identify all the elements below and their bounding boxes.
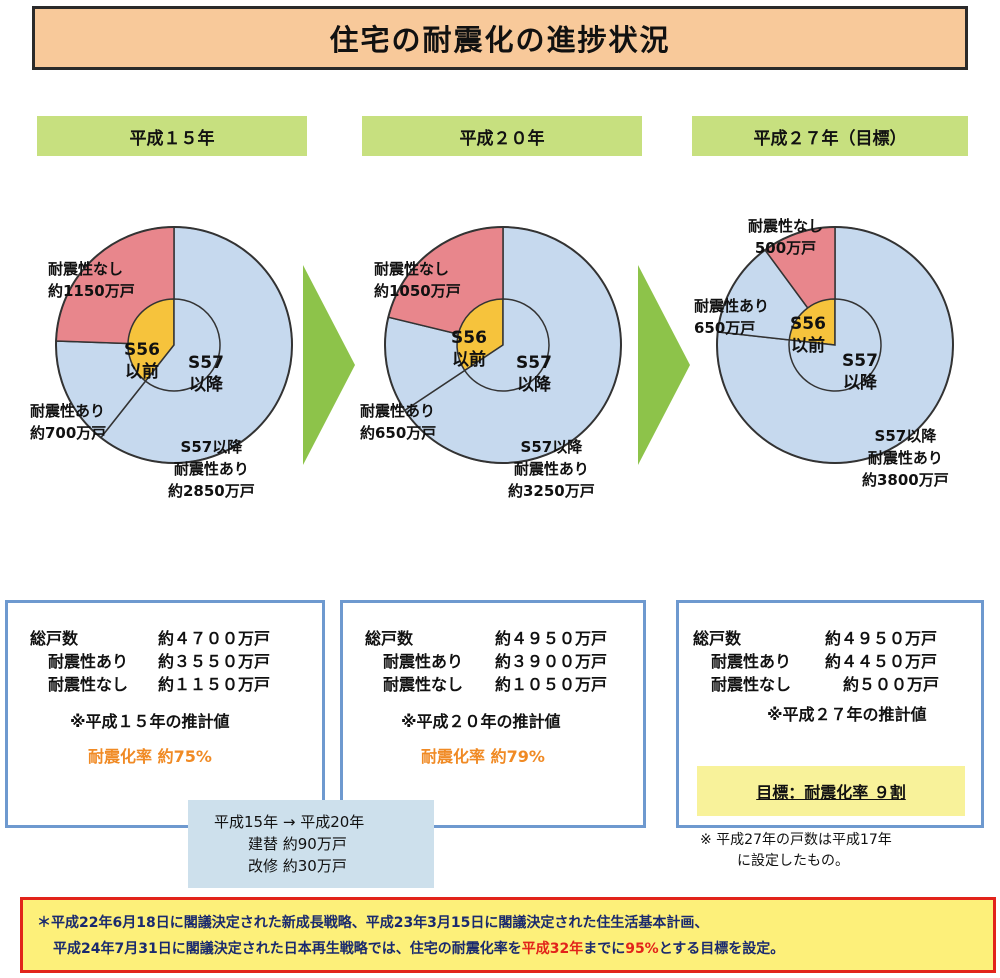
pie-inner-old-segment bbox=[127, 298, 175, 383]
summary-value: 約４７００万戸 bbox=[158, 629, 271, 648]
summary-label: 耐震性あり bbox=[48, 652, 129, 671]
pie-label-yes-old-h27: 耐震性あり 650万戸 bbox=[694, 297, 770, 337]
change-repair: 改修 約30万戸 bbox=[248, 857, 347, 875]
pie-inner-new-h15: S57 以降 bbox=[188, 353, 224, 395]
pie-inner-old-h20: S56 以前 bbox=[451, 328, 487, 370]
goal-badge: 目標：耐震化率 ９割 bbox=[697, 766, 965, 816]
pie-label-no-h15: 耐震性なし 約1150万戸 bbox=[48, 260, 135, 300]
summary-label: 総戸数 bbox=[693, 629, 742, 648]
pie-label-yes-old-h20: 耐震性あり 約650万戸 bbox=[360, 402, 437, 442]
year-tab-h15: 平成１５年 bbox=[37, 116, 307, 156]
footnote-line-2: に設定したもの。 bbox=[737, 853, 849, 869]
pie-inner-old-segment bbox=[788, 298, 836, 346]
pie-label-no-h27: 耐震性なし 500万戸 bbox=[748, 217, 824, 257]
pie-chart-h15 bbox=[55, 226, 293, 464]
pie-inner-new-h27: S57 以降 bbox=[842, 351, 878, 393]
pie-label-new-h27: S57以降 耐震性あり 約3800万戸 bbox=[862, 427, 949, 489]
summary-value: 約３５５０万戸 bbox=[158, 652, 271, 671]
summary-value: 約４４５０万戸 bbox=[825, 652, 938, 671]
pie-outline bbox=[55, 226, 293, 464]
year-tab-h20: 平成２０年 bbox=[362, 116, 642, 156]
summary-value: 約１１５０万戸 bbox=[158, 675, 271, 694]
change-summary-box: 平成15年 → 平成20年 建替 約90万戸 改修 約30万戸 bbox=[188, 800, 434, 888]
pie-label-new-h15: S57以降 耐震性あり 約2850万戸 bbox=[168, 438, 255, 500]
pie-outline bbox=[716, 226, 954, 464]
pie-outline bbox=[384, 226, 622, 464]
summary-label: 耐震性あり bbox=[383, 652, 464, 671]
summary-value: 約１０５０万戸 bbox=[495, 675, 608, 694]
change-rebuild: 建替 約90万戸 bbox=[248, 835, 347, 853]
arrow-right-icon bbox=[638, 265, 690, 465]
summary-note: ※平成２７年の推計値 bbox=[767, 705, 927, 724]
summary-label: 耐震性なし bbox=[711, 675, 792, 694]
summary-note: ※平成１５年の推計値 bbox=[70, 712, 230, 731]
pie-inner-new-segment bbox=[463, 298, 550, 392]
policy-note-box: ＊平成22年6月18日に閣議決定された新成長戦略、平成23年3月15日に閣議決定… bbox=[20, 897, 996, 973]
pie-inner-new-segment bbox=[144, 298, 221, 392]
pie-inner-new-h20: S57 以降 bbox=[516, 353, 552, 395]
summary-value: 約３９００万戸 bbox=[495, 652, 608, 671]
summary-label: 総戸数 bbox=[365, 629, 414, 648]
page-title: 住宅の耐震化の進捗状況 bbox=[32, 6, 968, 70]
summary-label: 総戸数 bbox=[30, 629, 79, 648]
summary-box-h15: 総戸数 約４７００万戸 耐震性あり 約３５５０万戸 耐震性なし 約１１５０万戸 … bbox=[5, 600, 325, 828]
summary-label: 耐震性なし bbox=[48, 675, 129, 694]
year-tab-h27: 平成２７年（目標） bbox=[692, 116, 968, 156]
policy-target-year: 平成32年 bbox=[521, 941, 584, 957]
policy-note-line-1: ＊平成22年6月18日に閣議決定された新成長戦略、平成23年3月15日に閣議決定… bbox=[37, 915, 709, 931]
summary-rate: 耐震化率 約79% bbox=[421, 747, 545, 766]
pie-chart-h20 bbox=[384, 226, 622, 464]
summary-note: ※平成２０年の推計値 bbox=[401, 712, 561, 731]
summary-label: 耐震性あり bbox=[711, 652, 792, 671]
summary-box-h20: 総戸数 約４９５０万戸 耐震性あり 約３９００万戸 耐震性なし 約１０５０万戸 … bbox=[340, 600, 646, 828]
summary-rate: 耐震化率 約75% bbox=[88, 747, 212, 766]
pie-label-new-h20: S57以降 耐震性あり 約3250万戸 bbox=[508, 438, 595, 500]
policy-note-line-2: 平成24年7月31日に閣議決定された日本再生戦略では、住宅の耐震化率を平成32年… bbox=[53, 938, 784, 958]
pie-chart-h27 bbox=[716, 226, 954, 464]
summary-value: 約５００万戸 bbox=[843, 675, 940, 694]
summary-value: 約４９５０万戸 bbox=[495, 629, 608, 648]
pie-inner-new-segment bbox=[788, 298, 882, 392]
pie-inner-old-h15: S56 以前 bbox=[124, 340, 160, 382]
policy-note-text: までに bbox=[583, 941, 626, 957]
pie-label-yes-old-h15: 耐震性あり 約700万戸 bbox=[30, 402, 107, 442]
pie-inner-old-h27: S56 以前 bbox=[790, 314, 826, 356]
arrow-right-icon bbox=[303, 265, 355, 465]
change-title: 平成15年 → 平成20年 bbox=[214, 813, 365, 831]
footnote-line-1: ※ 平成27年の戸数は平成17年 bbox=[700, 832, 892, 848]
policy-note-text: 平成24年7月31日に閣議決定された日本再生戦略では、住宅の耐震化率を bbox=[53, 941, 522, 957]
summary-value: 約４９５０万戸 bbox=[825, 629, 938, 648]
policy-note-text: とする目標を設定。 bbox=[658, 941, 785, 957]
pie-label-no-h20: 耐震性なし 約1050万戸 bbox=[374, 260, 461, 300]
policy-target-rate: 95% bbox=[625, 941, 659, 957]
summary-label: 耐震性なし bbox=[383, 675, 464, 694]
